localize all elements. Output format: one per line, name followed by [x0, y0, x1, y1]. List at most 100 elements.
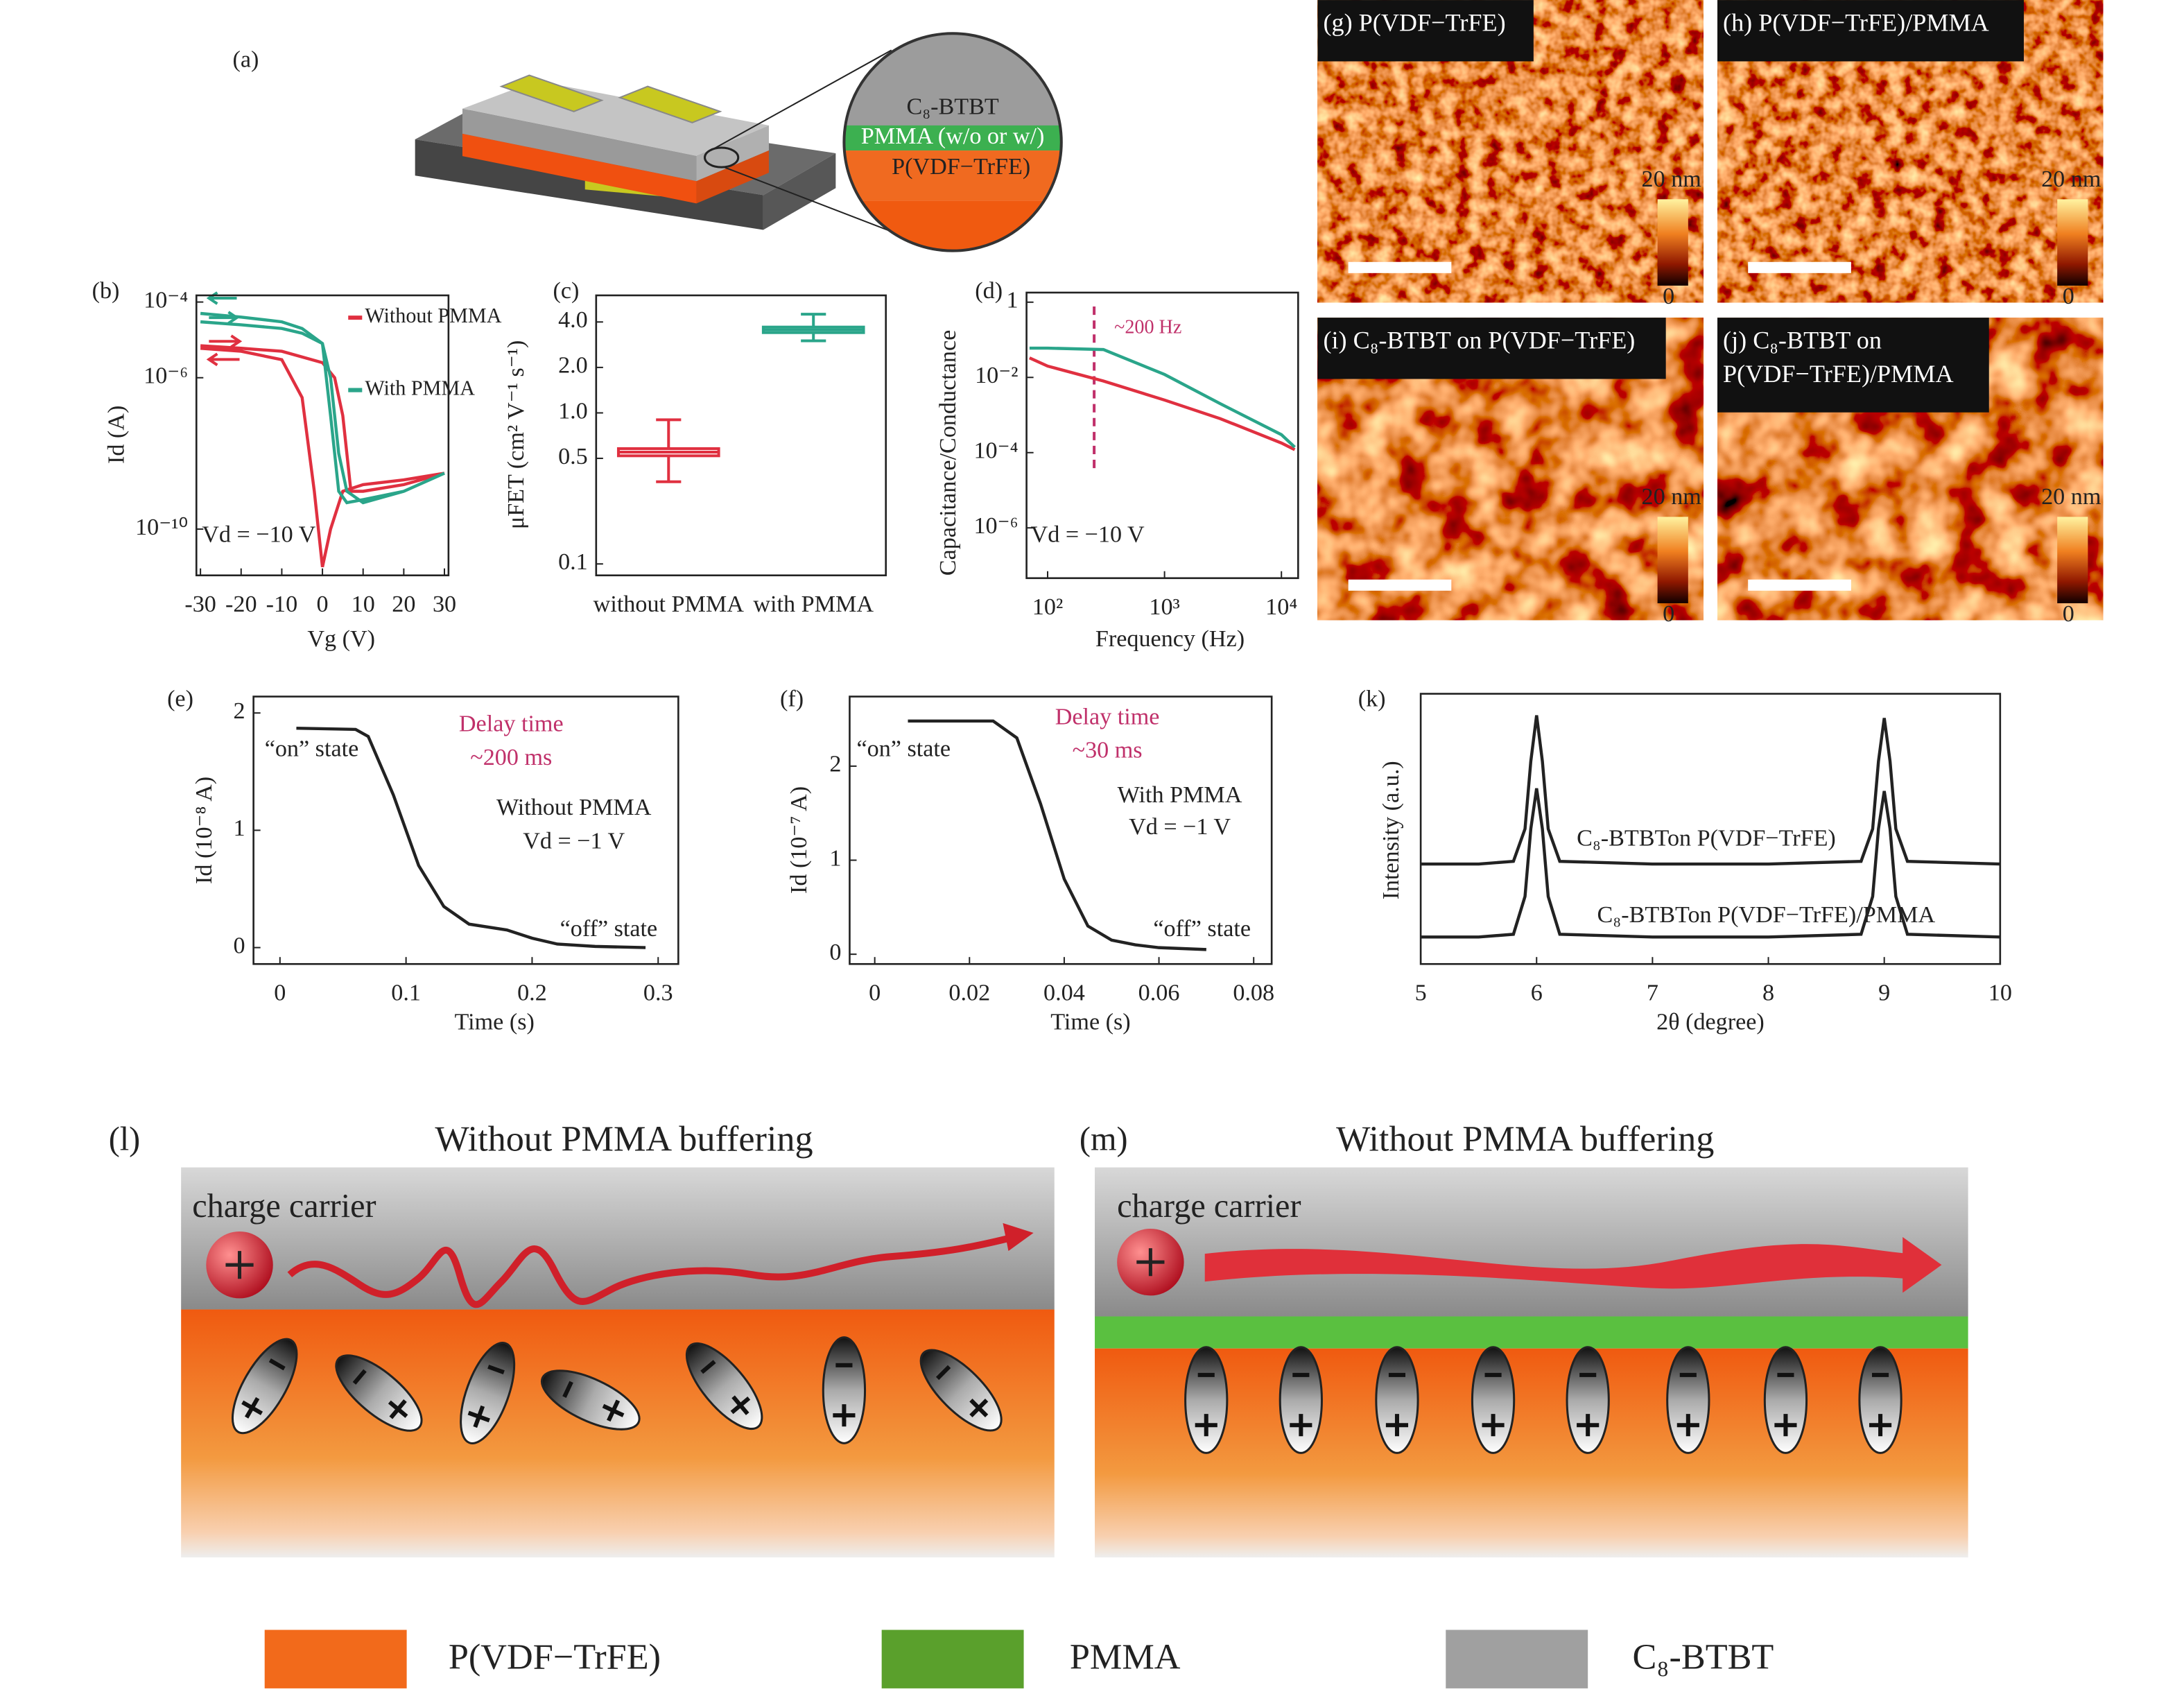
y-tick-label: 1 [829, 845, 841, 871]
scale-max: 20 nm [1642, 484, 1702, 510]
x-tick-label: 0.1 [391, 980, 421, 1005]
dipoles [231, 1336, 1903, 1454]
layer-pmma [844, 125, 1061, 151]
layer-label: P(VDF−TrFE) [892, 154, 1030, 180]
afm-panel: (i) C₈-BTBT on P(VDF−TrFE) 20 nm 0 [1317, 318, 1704, 627]
annotation: Without PMMA [496, 795, 652, 820]
plot-frame [1025, 291, 1299, 580]
dipole-sign [1482, 1372, 1505, 1437]
y-tick-label: 2 [233, 698, 245, 724]
legend-label: Without PMMA [365, 304, 501, 327]
x-tick-label: -30 [184, 591, 216, 617]
annotation: “off” state [560, 916, 658, 942]
y-axis-label: Capacitance/Conductance [935, 330, 961, 576]
legend-label: P(VDF−TrFE) [449, 1637, 661, 1677]
x-tick-label: 20 [392, 591, 415, 617]
afm-title: P(VDF−TrFE)/PMMA [1723, 360, 1954, 388]
title-box [1717, 0, 2024, 62]
x-tick-label: 0.3 [643, 980, 673, 1005]
x-tick-label: -10 [266, 591, 298, 617]
carrier-label: charge carrier [1117, 1188, 1301, 1225]
x-tick-label: 6 [1531, 980, 1543, 1005]
series-label: C₈-BTBTon P(VDF−TrFE)/PMMA [1597, 902, 1936, 928]
x-tick-label: 0 [869, 980, 881, 1005]
x-tick-label: 9 [1878, 980, 1890, 1005]
annotation: Vd = −1 V [1129, 814, 1231, 840]
afm-title: (i) C₈-BTBT on P(VDF−TrFE) [1323, 327, 1635, 354]
dipole [1666, 1346, 1710, 1454]
dipole-body [540, 1369, 641, 1431]
y-tick-label: 0.5 [558, 444, 588, 469]
panel-label: (f) [780, 686, 804, 711]
x-axis-label: Time (s) [454, 1009, 534, 1035]
zoom-circle [842, 32, 1063, 252]
panel-label: (a) [232, 46, 259, 72]
dipole-body [1375, 1346, 1419, 1454]
x-tick-label: 0.04 [1043, 980, 1085, 1005]
arrow-head [1903, 1237, 1942, 1293]
plot-frame [595, 294, 887, 577]
legend-label: C₈-BTBT [1632, 1637, 1774, 1677]
color-bar [2057, 517, 2088, 603]
data-line [1028, 356, 1296, 451]
dipole-sign [1577, 1372, 1600, 1437]
mechanism-l [181, 1167, 1055, 1558]
dipole-sign [1195, 1372, 1217, 1437]
annotation: With PMMA [1118, 782, 1242, 808]
x-tick-label: with PMMA [753, 591, 874, 617]
afm-title: (h) P(VDF−TrFE)/PMMA [1723, 9, 1989, 37]
y-axis-label: Intensity (a.u.) [1378, 761, 1404, 899]
layer-label: PMMA (w/o or w/) [861, 123, 1045, 149]
scale-max: 20 nm [2041, 484, 2101, 510]
x-tick-label: 10 [352, 591, 375, 617]
y-axis-label: Id (A) [104, 406, 130, 464]
afm-title: (g) P(VDF−TrFE) [1323, 9, 1505, 37]
dipole-body [231, 1338, 298, 1435]
stack-side-orange [696, 150, 769, 204]
annotation: ~30 ms [1073, 738, 1143, 763]
y-axis-label: μFET (cm² V⁻¹ s⁻¹) [503, 340, 529, 530]
dipole [1471, 1346, 1516, 1454]
y-tick-label: 10⁻⁴ [144, 287, 188, 313]
zoom-line [724, 166, 906, 238]
dipole [919, 1349, 1003, 1432]
substrate-side [763, 153, 836, 230]
dipole [231, 1338, 298, 1435]
series-label: C₈-BTBTon P(VDF−TrFE) [1577, 825, 1836, 851]
dipole-sign [1385, 1372, 1409, 1437]
color-bar [1657, 199, 1688, 286]
layer-pvdf [844, 150, 1061, 201]
zoom-marker [704, 146, 740, 168]
data-line [1421, 715, 2000, 866]
dipole-body [1858, 1346, 1903, 1454]
title-box [1717, 318, 1989, 413]
dipole-body [822, 1336, 867, 1444]
carrier-path [287, 1234, 1015, 1308]
dipole [822, 1336, 867, 1444]
x-tick-label: 10⁴ [1265, 594, 1297, 620]
chart: (e) Time (s) Id (10⁻⁸ A) 0 1 2 0 0.1 0.2 0.3 Delay… [167, 686, 679, 1035]
layer-label: C₈-BTBT [906, 94, 998, 120]
annotation: ~200 ms [470, 745, 552, 770]
scale-min: 0 [1663, 601, 1674, 627]
panel-label: (d) [975, 278, 1003, 304]
x-tick-label: 8 [1762, 980, 1774, 1005]
x-tick-label: 0.2 [517, 980, 547, 1005]
x-tick-label: 0 [317, 591, 329, 617]
x-tick-label: 10² [1032, 594, 1063, 620]
pmma-layer [1095, 1316, 1968, 1349]
dipole-sign [700, 1360, 751, 1415]
panel-label: (b) [92, 278, 120, 304]
legend-label: PMMA [1070, 1637, 1181, 1677]
panel-label: (k) [1358, 686, 1386, 711]
annotation: “off” state [1153, 916, 1251, 942]
x-tick-label: 5 [1415, 980, 1427, 1005]
data-line [908, 719, 1206, 951]
dipole-sign [1774, 1372, 1797, 1437]
panel-label: (m) [1080, 1121, 1128, 1157]
substrate-label: Substrate [501, 200, 589, 225]
annotation: ~200 Hz [1114, 317, 1181, 338]
x-tick-label: 10 [1988, 980, 2012, 1005]
x-tick-label: 0.06 [1138, 980, 1180, 1005]
scale-min: 0 [1663, 284, 1674, 309]
